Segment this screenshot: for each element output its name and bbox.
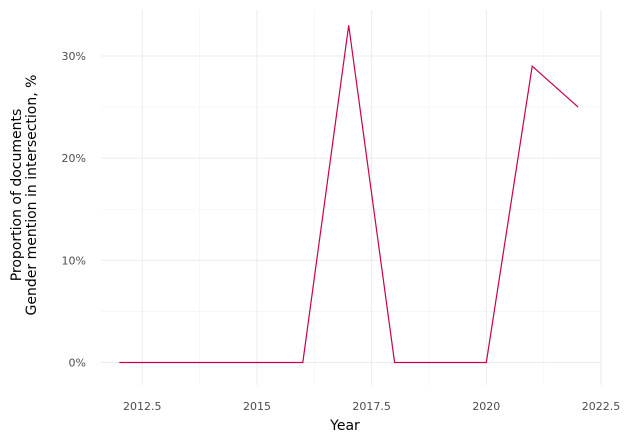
y-tick-label-1: 10% — [62, 254, 86, 267]
x-tick-label-2: 2017.5 — [352, 400, 391, 413]
x-tick-label-4: 2022.5 — [582, 400, 621, 413]
x-tick-label-1: 2015 — [243, 400, 271, 413]
y-tick-label-2: 20% — [62, 152, 86, 165]
x-tick-label-3: 2020 — [472, 400, 500, 413]
x-tick-label-0: 2012.5 — [123, 400, 162, 413]
y-tick-label-3: 30% — [62, 50, 86, 63]
minor-gridlines — [101, 10, 601, 385]
x-axis-ticks: 2012.5 2015 2017.5 2020 2022.5 — [123, 400, 620, 413]
y-axis-title-line-1: Proportion of documents — [9, 109, 25, 282]
x-axis-title: Year — [329, 418, 360, 434]
series-line-0 — [119, 25, 579, 364]
series-layer — [119, 25, 579, 364]
y-axis-ticks: 0% 10% 20% 30% — [62, 50, 86, 370]
major-gridlines — [101, 10, 602, 385]
y-tick-label-0: 0% — [69, 357, 86, 370]
y-axis-title-line-2: Gender mention in intersection, % — [24, 75, 40, 316]
